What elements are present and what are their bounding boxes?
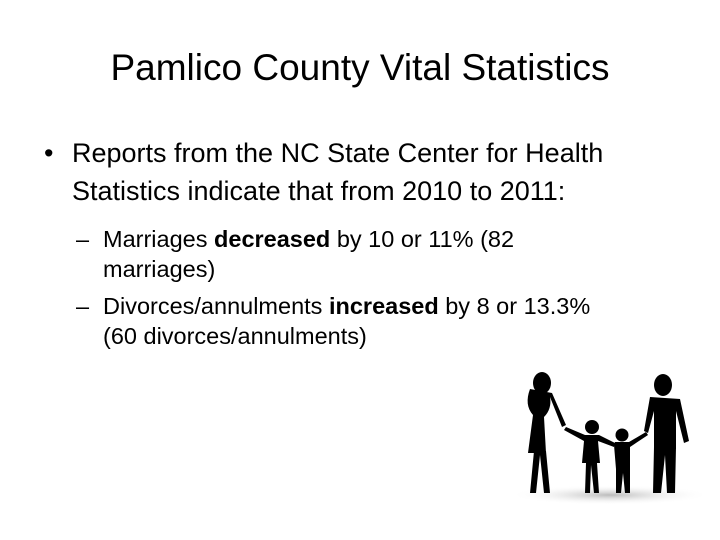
sub-bullet-text: by 8 or 13.3% (60 divorces/annulments) — [103, 293, 591, 349]
bold-text: decreased — [214, 226, 331, 252]
family-silhouette — [510, 372, 710, 505]
sub-bullet-marker: – — [76, 226, 90, 252]
bold-text: increased — [328, 293, 439, 319]
sub-bullet-text: Marriages — [103, 226, 215, 252]
ground-shadow — [510, 485, 710, 505]
sub-bullet-text: Divorces/annulments — [103, 293, 329, 319]
sub-bullet-list: – Marriages decreased by 10 or 11% (82 ma… — [72, 224, 682, 351]
bullet-text: Reports from the NC State Center for Hea… — [72, 138, 604, 206]
sub-bullet: – Divorces/annulments increased by 8 or 1… — [76, 291, 611, 351]
sub-bullet: – Marriages decreased by 10 or 11% (82 ma… — [76, 224, 611, 284]
bullet: • Reports from the NC State Center for He… — [44, 134, 682, 351]
bullet-list: • Reports from the NC State Center for He… — [0, 134, 720, 358]
sub-bullet-marker: – — [76, 293, 90, 319]
bullet-marker: • — [44, 138, 54, 168]
figures — [527, 372, 689, 493]
slide-title: Pamlico County Vital Statistics — [110, 47, 610, 88]
sub-bullet-text: by 10 or 11% (82 marriages) — [103, 226, 515, 282]
